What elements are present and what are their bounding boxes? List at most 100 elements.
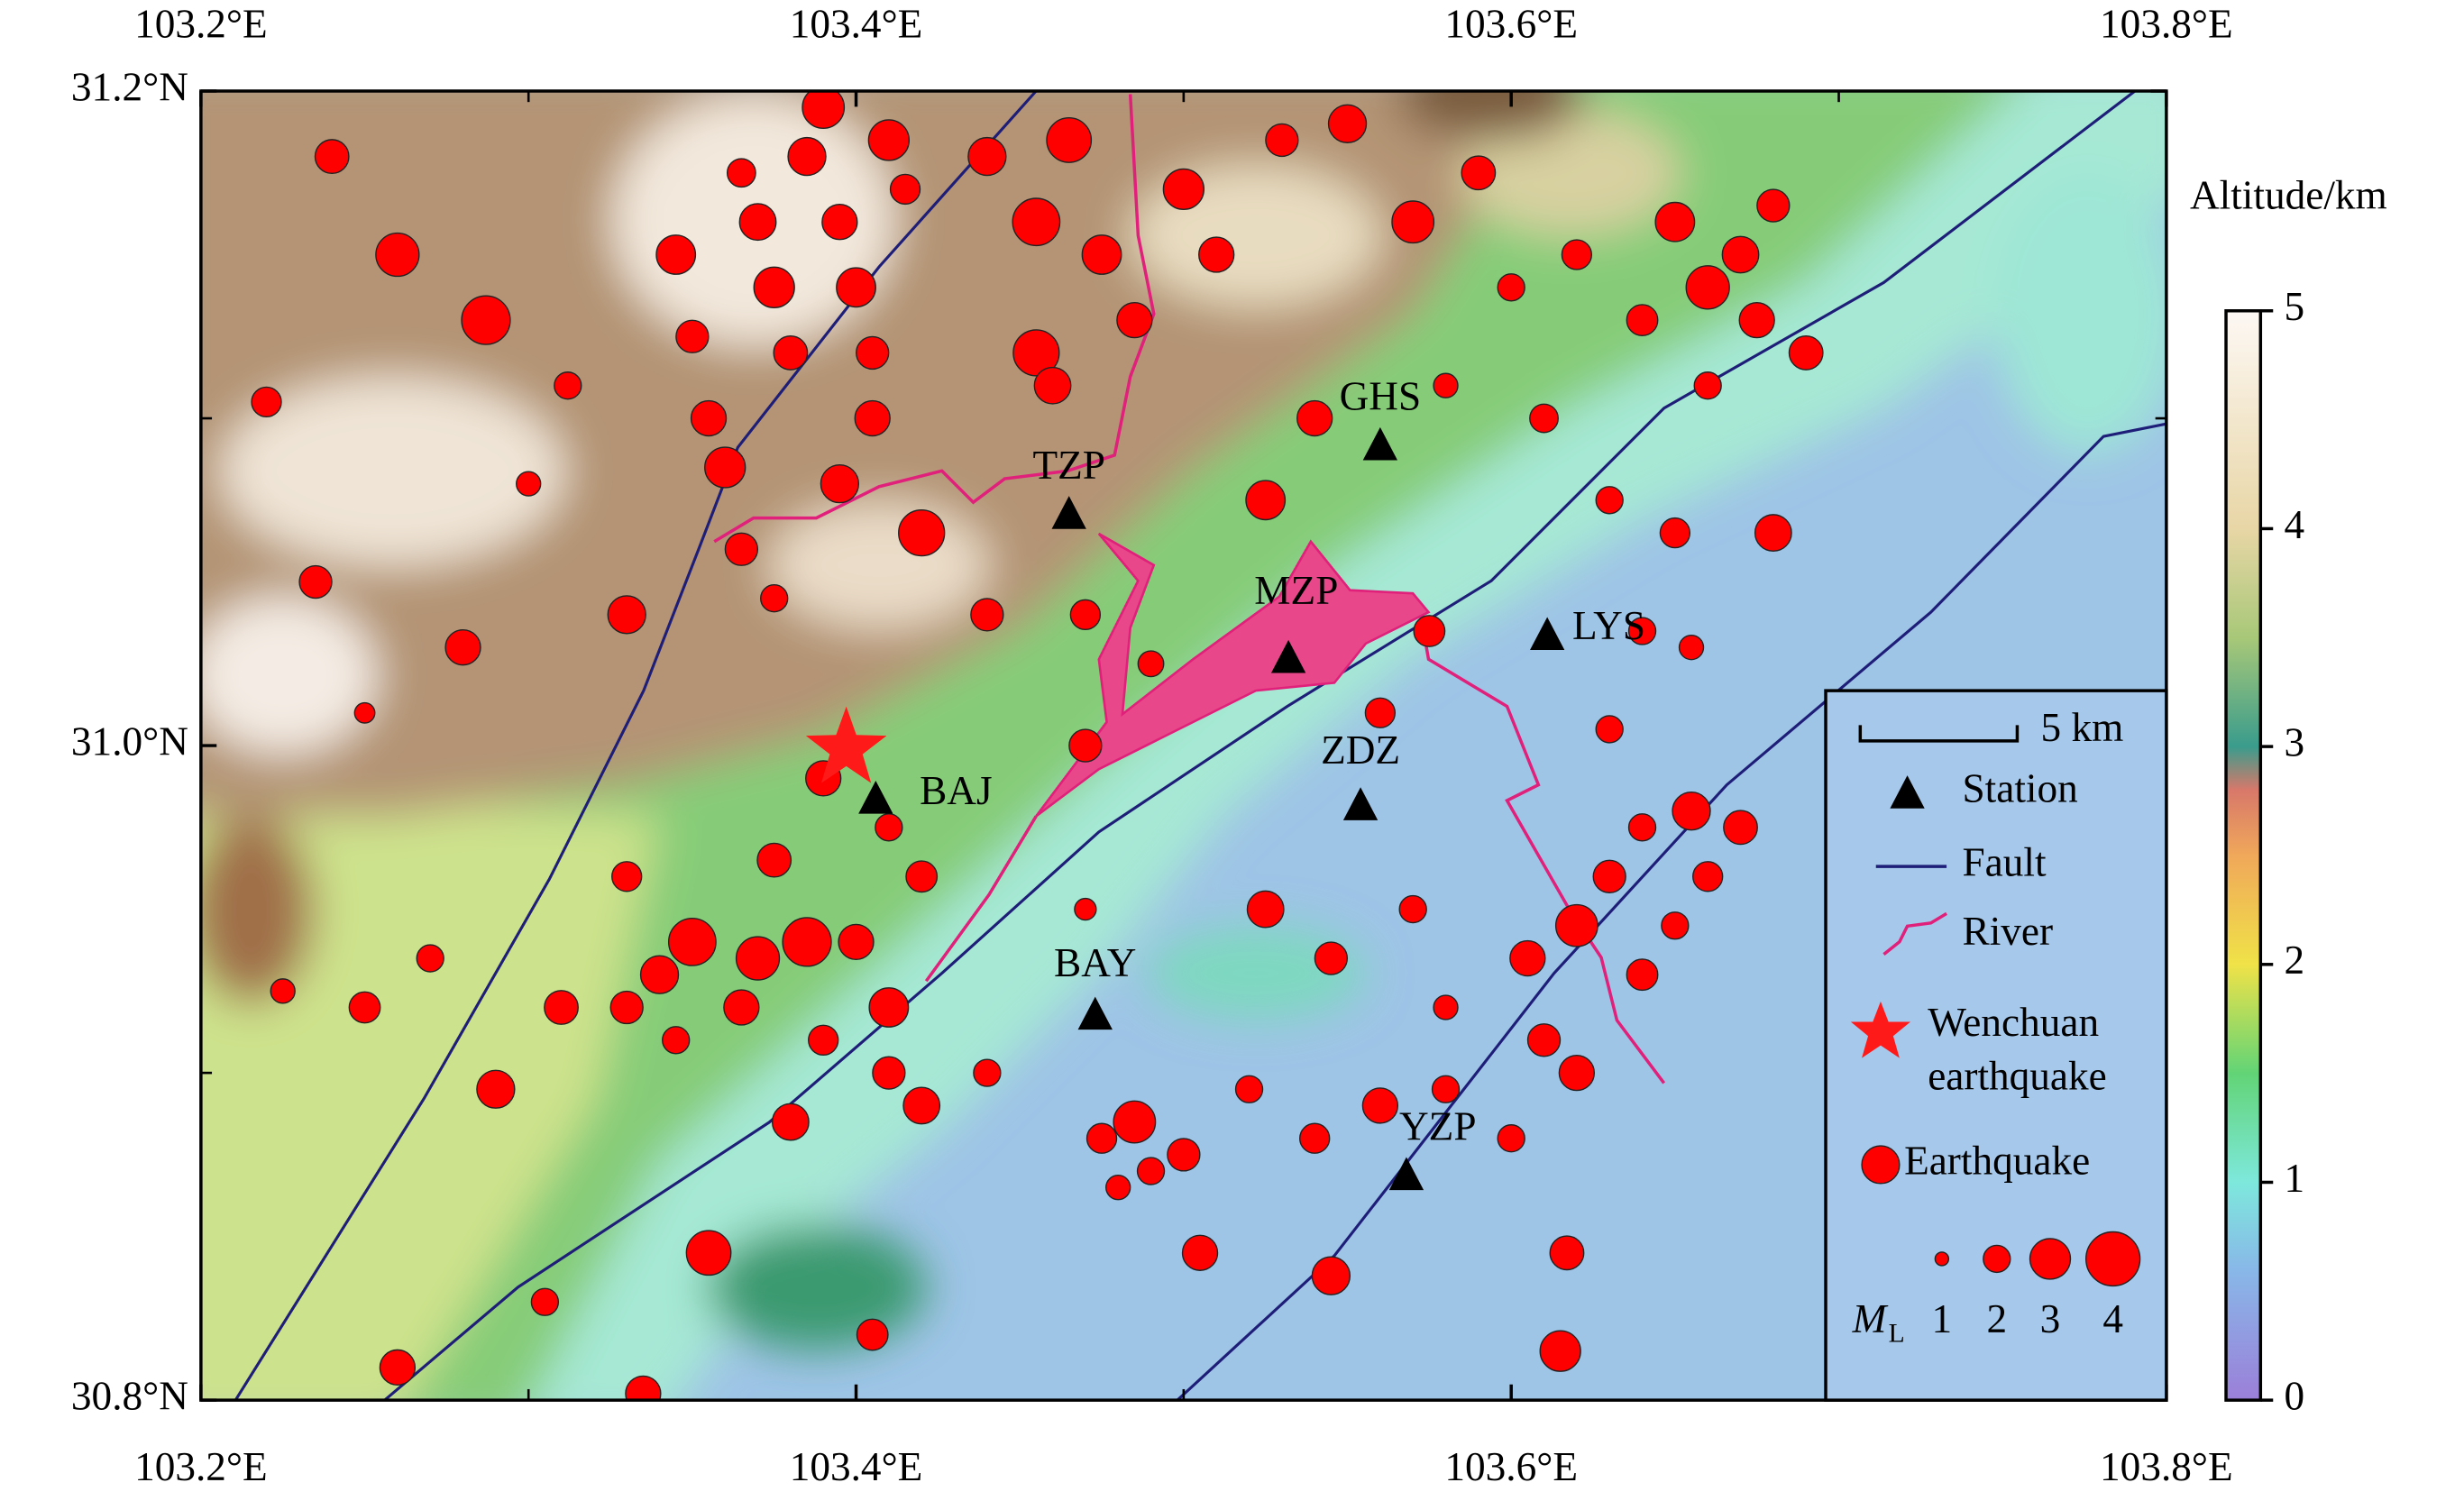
earthquake xyxy=(1046,117,1093,163)
earthquake xyxy=(1627,617,1657,645)
earthquake xyxy=(655,234,697,275)
magnitude-label: M xyxy=(1852,1296,1889,1341)
earthquake xyxy=(1198,236,1235,273)
station xyxy=(1362,426,1398,461)
earthquake xyxy=(1554,903,1598,947)
earthquake xyxy=(1461,155,1497,191)
earthquake xyxy=(821,204,858,241)
earthquake xyxy=(251,386,282,418)
station-label: TZP xyxy=(1032,443,1104,488)
legend-fault: Fault xyxy=(1963,840,2047,885)
station-label: LYS xyxy=(1572,603,1645,648)
earthquake xyxy=(773,335,809,371)
earthquake xyxy=(782,917,832,967)
earthquake xyxy=(1162,168,1205,211)
earthquake xyxy=(1626,958,1659,992)
earthquake xyxy=(1246,890,1285,929)
magnitude-label-sub: L xyxy=(1889,1320,1905,1349)
earthquake xyxy=(856,1318,889,1351)
earthquake xyxy=(461,295,511,345)
earthquake xyxy=(298,564,333,599)
earthquake xyxy=(1595,486,1624,515)
earthquake xyxy=(801,90,846,130)
x-tick-label-top: 103.8°E xyxy=(2100,2,2233,47)
earthquake xyxy=(544,990,579,1025)
scale-bar xyxy=(1858,725,2020,743)
earthquake xyxy=(1659,517,1691,549)
earthquake xyxy=(905,860,939,893)
earthquake xyxy=(416,944,444,973)
earthquake xyxy=(760,584,789,613)
earthquake xyxy=(690,399,728,437)
colorbar-tick-label: 4 xyxy=(2284,502,2304,547)
earthquake xyxy=(314,139,350,175)
earthquake xyxy=(1529,403,1559,434)
colorbar: Altitude/km 0 1 2 3 4 5 xyxy=(2190,173,2387,1419)
earthquake xyxy=(875,813,903,842)
earthquake xyxy=(639,955,680,994)
legend-magnitude-label: 4 xyxy=(2102,1296,2123,1341)
earthquake xyxy=(1391,200,1435,244)
y-tick-label: 30.8°N xyxy=(71,1374,188,1419)
earthquake xyxy=(1539,1330,1581,1372)
x-tick-label-top: 103.6°E xyxy=(1444,2,1578,47)
earthquake xyxy=(738,203,777,242)
legend: 5 km Station Fault River Wenchuan earthq… xyxy=(1824,689,2168,1402)
earthquake xyxy=(970,598,1004,632)
earthquake xyxy=(723,989,760,1026)
earthquake xyxy=(838,923,875,961)
earthquake xyxy=(1738,301,1775,339)
x-tick-label: 103.8°E xyxy=(2100,1444,2233,1489)
earthquake xyxy=(1296,399,1333,437)
station xyxy=(1077,996,1113,1030)
earthquake xyxy=(753,266,795,308)
colorbar-tick-label: 0 xyxy=(2284,1374,2304,1419)
earthquake xyxy=(1721,235,1760,274)
earthquake xyxy=(607,595,646,635)
y-tick-label: 31.2°N xyxy=(71,64,188,109)
station xyxy=(1270,639,1306,673)
earthquake xyxy=(1723,810,1758,846)
earthquake xyxy=(836,267,876,308)
station-label: YZP xyxy=(1399,1103,1477,1149)
earthquake xyxy=(375,232,420,278)
earthquake xyxy=(1181,1234,1219,1271)
legend-magnitude-label: 1 xyxy=(1932,1296,1953,1341)
earthquake xyxy=(1081,234,1122,275)
earthquake xyxy=(973,1058,1002,1087)
earthquake xyxy=(1361,1087,1399,1124)
y-tick-label: 31.0°N xyxy=(71,718,188,764)
earthquake xyxy=(704,446,747,489)
earthquake xyxy=(1549,1235,1585,1271)
legend-magnitude-circle xyxy=(1983,1244,2011,1274)
colorbar-tick-label: 1 xyxy=(2284,1156,2304,1201)
earthquake xyxy=(1754,514,1792,553)
station xyxy=(1388,1157,1424,1191)
earthquake xyxy=(1311,1256,1351,1295)
earthquake xyxy=(444,628,481,666)
earthquake xyxy=(1245,480,1287,521)
earthquake xyxy=(726,158,756,188)
earthquake xyxy=(1509,939,1546,977)
earthquake xyxy=(1433,372,1459,398)
earthquake xyxy=(662,1026,691,1055)
legend-magnitude-circle xyxy=(2029,1238,2072,1280)
earthquake xyxy=(1672,792,1711,831)
station-label: BAJ xyxy=(920,768,993,813)
earthquake xyxy=(1012,197,1061,247)
earthquake xyxy=(808,1024,839,1056)
earthquake xyxy=(516,471,542,497)
earthquake xyxy=(1558,1054,1596,1092)
x-tick-label: 103.4°E xyxy=(790,1444,923,1489)
earthquake xyxy=(685,1230,732,1277)
earthquake xyxy=(771,1103,810,1141)
earthquake xyxy=(667,917,717,966)
earthquake xyxy=(872,1056,906,1090)
earthquake xyxy=(1497,273,1525,302)
earthquake xyxy=(1692,861,1724,892)
station-label: GHS xyxy=(1340,374,1422,419)
colorbar-tick-label: 5 xyxy=(2284,284,2304,329)
earthquake xyxy=(1137,650,1165,678)
earthquake xyxy=(476,1069,516,1109)
colorbar-ramp xyxy=(2224,309,2263,1402)
